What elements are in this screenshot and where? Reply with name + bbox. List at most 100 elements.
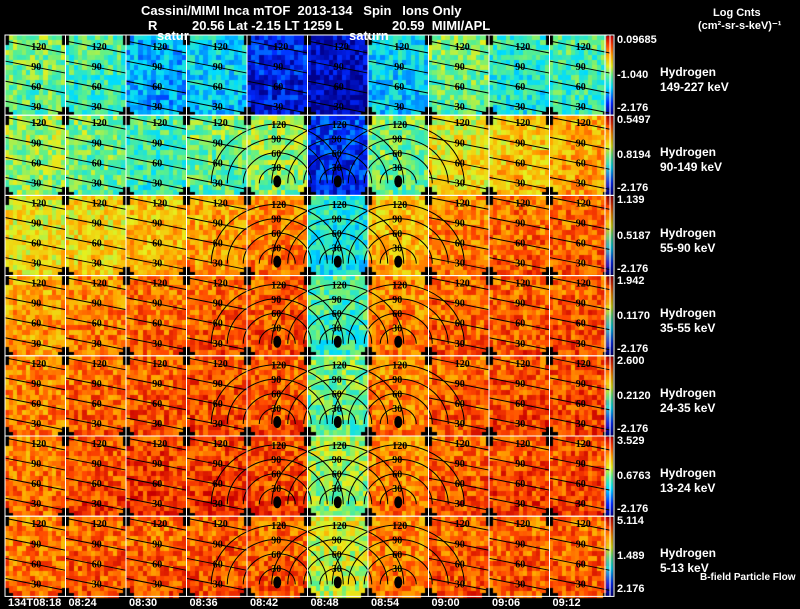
pitch-angle-contour: [307, 60, 369, 74]
saturn-icon: [273, 496, 282, 509]
energy-channel-label: Hydrogen 5-13 keV: [660, 546, 716, 576]
pitch-angle-contour: [488, 537, 550, 551]
contour-label: 90: [515, 138, 525, 149]
pitch-angle-contour: [242, 553, 312, 585]
l-value: 20.59 MIMI/APL: [392, 18, 491, 33]
pitch-angle-contour: [65, 437, 127, 451]
contour-label: 90: [332, 535, 342, 546]
pitch-angle-contour: [65, 237, 127, 251]
pitch-angle-contour: [488, 477, 550, 491]
pitch-angle-contour: [186, 176, 248, 190]
colorbar-mid-value: 1.489: [617, 550, 645, 563]
pitch-angle-contour: [428, 317, 490, 331]
contour-label: 120: [332, 280, 347, 291]
pitch-angle-contour: [363, 232, 433, 264]
colorbar-min-value: -2.176: [617, 262, 649, 275]
contour-label: 120: [31, 198, 46, 209]
contour-label: 90: [455, 138, 465, 149]
x-tick-label: 08:48: [310, 597, 339, 609]
contour-label: 30: [271, 564, 281, 575]
pitch-angle-contour: [125, 397, 187, 411]
contour-label: 90: [394, 62, 404, 73]
pitch-angle-contour: [186, 477, 248, 491]
contour-label: 30: [392, 163, 402, 174]
contour-label: 90: [392, 295, 402, 306]
contour-label: 30: [455, 499, 465, 510]
contour-label: 30: [271, 404, 281, 415]
contour-label: 30: [152, 579, 162, 590]
pitch-angle-contour: [4, 577, 66, 591]
pitch-angle-contour: [65, 537, 127, 551]
contour-label: 60: [271, 470, 281, 481]
contour-label: 60: [92, 82, 102, 93]
contour-label: 90: [213, 379, 223, 390]
r-label: R: [148, 18, 158, 33]
pitch-angle-contour: [271, 123, 405, 184]
colorbar-min-value: 2.176: [617, 583, 645, 596]
saturn-label-1: satur: [157, 28, 189, 43]
species-label: Hydrogen: [660, 225, 717, 240]
contour-label: 30: [213, 419, 223, 430]
contour-label: 60: [455, 239, 465, 250]
pitch-angle-contour: [65, 297, 127, 311]
pitch-angle-contour: [319, 567, 357, 585]
contour-label: 90: [92, 539, 102, 550]
contour-label: 30: [31, 102, 41, 113]
species-label: Hydrogen: [660, 385, 717, 400]
pitch-angle-contour: [186, 40, 248, 54]
contour-label: 120: [515, 519, 530, 530]
pitch-angle-contour: [271, 203, 405, 264]
contour-label: 30: [332, 484, 342, 495]
pitch-angle-contour: [488, 417, 550, 431]
contour-label: 30: [392, 564, 402, 575]
pitch-angle-contour: [428, 377, 490, 391]
pitch-angle-contour: [331, 444, 465, 505]
contour-label: 30: [332, 404, 342, 415]
pitch-angle-contour: [186, 397, 248, 411]
colorbar-mid-value: 0.6763: [617, 470, 651, 483]
contour-label: 90: [271, 134, 281, 145]
pitch-angle-contour: [186, 156, 248, 170]
x-tick-label: 09:00: [431, 597, 460, 609]
contour-label: 120: [332, 521, 347, 532]
pitch-angle-contour: [4, 377, 66, 391]
pitch-angle-contour: [125, 277, 187, 291]
pitch-angle-contour: [186, 577, 248, 591]
contour-label: 120: [332, 120, 347, 131]
pitch-angle-contour: [488, 156, 550, 170]
pitch-angle-contour: [125, 100, 187, 114]
pitch-angle-contour: [428, 577, 490, 591]
contour-label: 120: [334, 42, 349, 53]
contour-label: 60: [152, 399, 162, 410]
contour-label: 90: [515, 379, 525, 390]
pitch-angle-contour: [347, 538, 449, 585]
contour-label: 90: [271, 455, 281, 466]
contour-label: 90: [92, 138, 102, 149]
saturn-icon: [394, 255, 403, 268]
contour-label: 30: [271, 243, 281, 254]
pitch-angle-contour: [4, 497, 66, 511]
contour-label: 120: [392, 361, 407, 372]
pitch-angle-contour: [4, 136, 66, 150]
pitch-angle-contour: [258, 567, 296, 585]
pitch-angle-contour: [186, 417, 248, 431]
contour-label: 90: [152, 218, 162, 229]
pitch-angle-contour: [65, 176, 127, 190]
contour-label: 30: [152, 102, 162, 113]
contour-label: 30: [332, 324, 342, 335]
pitch-angle-contour: [186, 277, 248, 291]
pitch-angle-contour: [363, 392, 433, 425]
contour-label: 120: [31, 279, 46, 290]
pitch-angle-contour: [4, 156, 66, 170]
pitch-angle-contour: [125, 357, 187, 371]
saturn-icon: [273, 576, 282, 589]
pitch-angle-contour: [4, 457, 66, 471]
contour-label: 90: [392, 375, 402, 386]
pitch-angle-contour: [428, 100, 490, 114]
pitch-angle-contour: [4, 297, 66, 311]
contour-label: 90: [455, 379, 465, 390]
pitch-angle-contour: [428, 176, 490, 190]
contour-label: 90: [332, 295, 342, 306]
x-tick-label: 08:24: [68, 597, 97, 609]
pitch-angle-contour: [186, 517, 248, 531]
